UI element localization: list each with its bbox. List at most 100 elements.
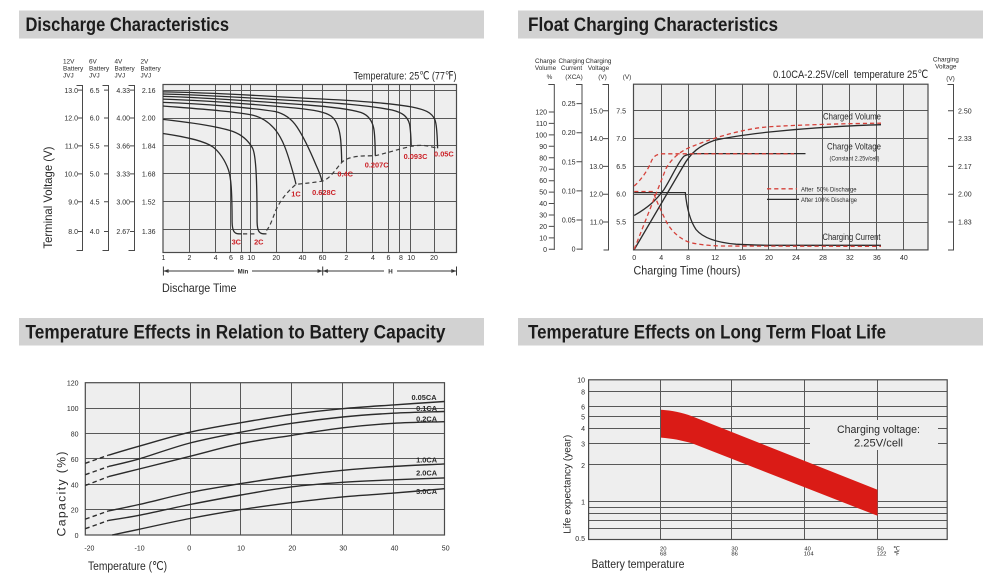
svg-text:40: 40 — [299, 255, 307, 262]
svg-text:14.0: 14.0 — [589, 136, 603, 143]
svg-text:6.0: 6.0 — [90, 116, 100, 123]
svg-text:0.05C: 0.05C — [434, 149, 454, 158]
svg-text:Battery temperature: Battery temperature — [592, 557, 685, 571]
svg-text:2C: 2C — [254, 238, 264, 247]
svg-text:40: 40 — [900, 255, 908, 262]
svg-text:3.33: 3.33 — [116, 172, 130, 179]
svg-text:2: 2 — [344, 255, 348, 262]
svg-text:Current: Current — [561, 65, 583, 72]
svg-text:Temperature (℃): Temperature (℃) — [88, 559, 167, 573]
svg-text:24: 24 — [792, 255, 800, 262]
svg-text:0: 0 — [632, 255, 636, 262]
svg-text:0.093C: 0.093C — [404, 152, 428, 161]
svg-text:40: 40 — [539, 201, 547, 208]
svg-text:7.0: 7.0 — [616, 136, 626, 143]
svg-text:Battery: Battery — [63, 66, 84, 73]
svg-text:0.10: 0.10 — [562, 188, 576, 195]
svg-text:8: 8 — [686, 255, 690, 262]
svg-text:2.00: 2.00 — [142, 116, 156, 123]
svg-text:13.0: 13.0 — [64, 88, 78, 95]
svg-text:H: H — [388, 269, 393, 276]
svg-text:3.00: 3.00 — [116, 200, 130, 207]
svg-text:Charge: Charge — [535, 58, 556, 65]
svg-text:60: 60 — [71, 457, 79, 464]
svg-text:Float Charging Characteristics: Float Charging Characteristics — [528, 15, 778, 36]
svg-text:Charging: Charging — [559, 58, 585, 65]
svg-text:1.52: 1.52 — [142, 200, 156, 207]
svg-text:36: 36 — [873, 255, 881, 262]
svg-text:20: 20 — [71, 508, 79, 515]
svg-text:6V: 6V — [89, 59, 98, 66]
svg-text:(XCA): (XCA) — [565, 74, 582, 81]
svg-text:(Constant 2.25v/cell): (Constant 2.25v/cell) — [830, 155, 880, 162]
svg-text:After 50% Discharge: After 50% Discharge — [801, 186, 857, 193]
svg-text:(V): (V) — [946, 76, 955, 83]
svg-text:20: 20 — [765, 255, 773, 262]
svg-text:0: 0 — [572, 247, 576, 254]
svg-text:4: 4 — [581, 426, 585, 433]
svg-text:2.33: 2.33 — [958, 136, 972, 143]
svg-text:15.0: 15.0 — [589, 108, 603, 115]
svg-text:Voltage: Voltage — [935, 64, 957, 71]
svg-text:Charging: Charging — [586, 58, 612, 65]
svg-text:℃: ℃ — [893, 546, 900, 552]
svg-text:Charging Current: Charging Current — [823, 232, 881, 242]
svg-text:Voltage: Voltage — [588, 65, 610, 72]
svg-text:0.207C: 0.207C — [365, 161, 389, 170]
svg-text:4: 4 — [659, 255, 663, 262]
svg-text:1.0CA: 1.0CA — [416, 455, 438, 464]
svg-text:11.0: 11.0 — [65, 144, 78, 151]
svg-text:12.0: 12.0 — [64, 116, 78, 123]
svg-text:Charged Volume: Charged Volume — [823, 112, 881, 122]
svg-text:JVJ: JVJ — [115, 73, 126, 80]
svg-text:6.5: 6.5 — [616, 164, 626, 171]
svg-text:Life expectancy (year): Life expectancy (year) — [563, 435, 574, 534]
svg-text:Battery: Battery — [115, 66, 136, 73]
svg-text:20: 20 — [272, 255, 280, 262]
svg-text:2.67: 2.67 — [116, 229, 130, 236]
svg-text:6: 6 — [386, 255, 390, 262]
svg-text:Terminal Voltage (V): Terminal Voltage (V) — [41, 147, 55, 249]
svg-text:2V: 2V — [141, 59, 150, 66]
svg-text:Temperature: 25℃ (77℉): Temperature: 25℃ (77℉) — [354, 71, 457, 83]
svg-text:4.0: 4.0 — [90, 229, 100, 236]
svg-text:6: 6 — [229, 255, 233, 262]
svg-text:1.84: 1.84 — [142, 144, 156, 151]
svg-text:7.5: 7.5 — [616, 108, 626, 115]
svg-text:4.5: 4.5 — [90, 200, 100, 207]
svg-text:%: % — [547, 74, 553, 81]
svg-text:0.1CA: 0.1CA — [416, 404, 438, 413]
svg-text:100: 100 — [67, 406, 79, 413]
svg-text:0.05: 0.05 — [562, 218, 576, 225]
svg-text:After 100% Discharge: After 100% Discharge — [801, 197, 857, 204]
svg-text:86: 86 — [731, 551, 738, 557]
svg-text:6.5: 6.5 — [90, 88, 100, 95]
svg-text:80: 80 — [539, 155, 547, 162]
svg-text:120: 120 — [67, 381, 79, 388]
svg-text:110: 110 — [536, 121, 547, 128]
svg-text:10: 10 — [247, 255, 255, 262]
svg-text:2: 2 — [581, 463, 585, 470]
svg-text:12: 12 — [711, 255, 719, 262]
svg-text:104: 104 — [804, 551, 815, 557]
svg-text:32: 32 — [846, 255, 854, 262]
svg-text:2.0CA: 2.0CA — [416, 468, 438, 477]
svg-text:100: 100 — [535, 132, 547, 139]
svg-text:50: 50 — [539, 190, 547, 197]
svg-text:11.0: 11.0 — [590, 220, 603, 227]
svg-text:0: 0 — [75, 533, 79, 540]
svg-text:20: 20 — [539, 224, 547, 231]
svg-text:50: 50 — [877, 546, 884, 552]
svg-text:6: 6 — [581, 405, 585, 412]
svg-text:2.25V/cell: 2.25V/cell — [854, 438, 903, 450]
svg-text:(V): (V) — [623, 74, 632, 81]
svg-text:40: 40 — [804, 546, 811, 552]
svg-text:Capacity (%): Capacity (%) — [55, 452, 69, 537]
svg-text:(V): (V) — [598, 74, 607, 81]
svg-text:1C: 1C — [291, 189, 301, 198]
svg-text:8: 8 — [399, 255, 403, 262]
svg-text:0.5: 0.5 — [575, 536, 585, 543]
svg-text:-20: -20 — [84, 545, 94, 552]
svg-text:0.2CA: 0.2CA — [416, 415, 438, 424]
svg-text:10: 10 — [237, 545, 245, 552]
